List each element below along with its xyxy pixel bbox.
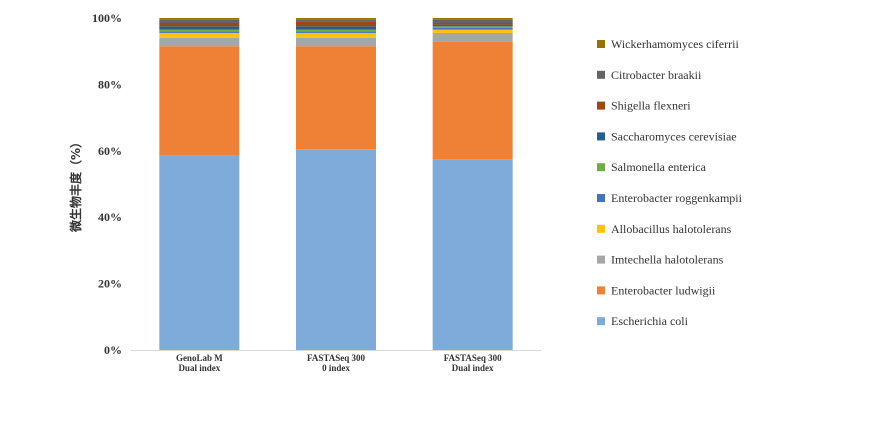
bar-segment <box>432 41 513 160</box>
x-tick-label: FASTASeq 300 0 index <box>307 353 365 373</box>
bar-segment <box>296 37 376 47</box>
legend-entry: Shigella flexneri <box>611 99 691 113</box>
y-tick-label: 0% <box>104 343 122 357</box>
bar-segment <box>432 24 513 27</box>
x-tick-label-line: Dual index <box>178 363 220 373</box>
legend-swatch <box>597 70 605 79</box>
bar-segment <box>432 22 513 25</box>
bar-segment <box>159 29 240 32</box>
y-tick-label: 40% <box>98 210 122 224</box>
legend-entry: Citrobacter braakii <box>611 68 702 82</box>
legend-entry: Saccharomyces cerevisiae <box>611 129 737 143</box>
bar-segment <box>296 18 376 20</box>
plot-area <box>159 18 513 350</box>
legend-entry: Wickerhamomyces ciferrii <box>611 37 739 51</box>
bar-segment <box>159 155 240 350</box>
legend-swatch <box>597 224 605 233</box>
bar-segment <box>432 29 513 33</box>
legend: Wickerhamomyces ciferrii Citrobacter braa… <box>597 37 743 328</box>
legend-entry: Enterobacter roggenkampii <box>611 191 743 205</box>
legend-swatch <box>597 132 605 141</box>
x-tick-label-line: Dual index <box>452 363 494 373</box>
y-tick-label: 80% <box>98 77 122 91</box>
bar-segment <box>296 31 376 33</box>
legend-entry: Enterobacter ludwigii <box>611 283 716 297</box>
legend-swatch <box>597 194 605 202</box>
legend-entry: Imtechella halotolerans <box>611 253 724 267</box>
bar-segment <box>159 32 240 38</box>
bar-segment <box>432 32 513 42</box>
y-axis-title: 微生物丰度（%） <box>68 136 83 233</box>
legend-swatch <box>597 286 605 295</box>
legend-swatch <box>597 40 605 48</box>
bar-segment <box>159 19 240 23</box>
bar-segment <box>296 149 376 350</box>
y-tick-label: 60% <box>98 144 122 158</box>
bar-segment <box>296 26 376 30</box>
legend-swatch <box>597 101 605 110</box>
bar-segment <box>159 18 240 20</box>
legend-swatch <box>597 255 605 264</box>
x-tick-label: FASTASeq 300 Dual index <box>444 353 502 373</box>
bar-segment <box>159 31 240 33</box>
bar-segment <box>296 32 376 38</box>
legend-entry: Allobacillus halotolerans <box>611 222 732 236</box>
y-tick-label: 20% <box>98 277 122 291</box>
x-tick-label-line: GenoLab M <box>176 353 223 363</box>
bar-segment <box>296 46 376 150</box>
bar-segment <box>159 22 240 27</box>
x-tick-label: GenoLab M Dual index <box>176 353 223 373</box>
bar-segment <box>432 19 513 23</box>
bar-segment <box>296 21 376 27</box>
bar-segment <box>432 18 513 20</box>
bar-segment <box>159 26 240 30</box>
x-tick-label-line: 0 index <box>322 363 350 373</box>
bar-segment <box>296 19 376 22</box>
y-tick-label: 100% <box>92 11 122 25</box>
bar-segment <box>296 29 376 32</box>
legend-swatch <box>597 317 605 326</box>
x-tick-label-line: FASTASeq 300 <box>444 353 502 363</box>
legend-swatch <box>597 163 605 172</box>
bar-segment <box>159 46 240 156</box>
bar-segment <box>432 27 513 30</box>
x-tick-label-line: FASTASeq 300 <box>307 353 365 363</box>
legend-entry: Salmonella enterica <box>611 160 707 174</box>
bar-segment <box>432 159 513 350</box>
legend-entry: Escherichia coli <box>611 314 689 328</box>
bar-segment <box>432 26 513 28</box>
bar-segment <box>159 37 240 47</box>
